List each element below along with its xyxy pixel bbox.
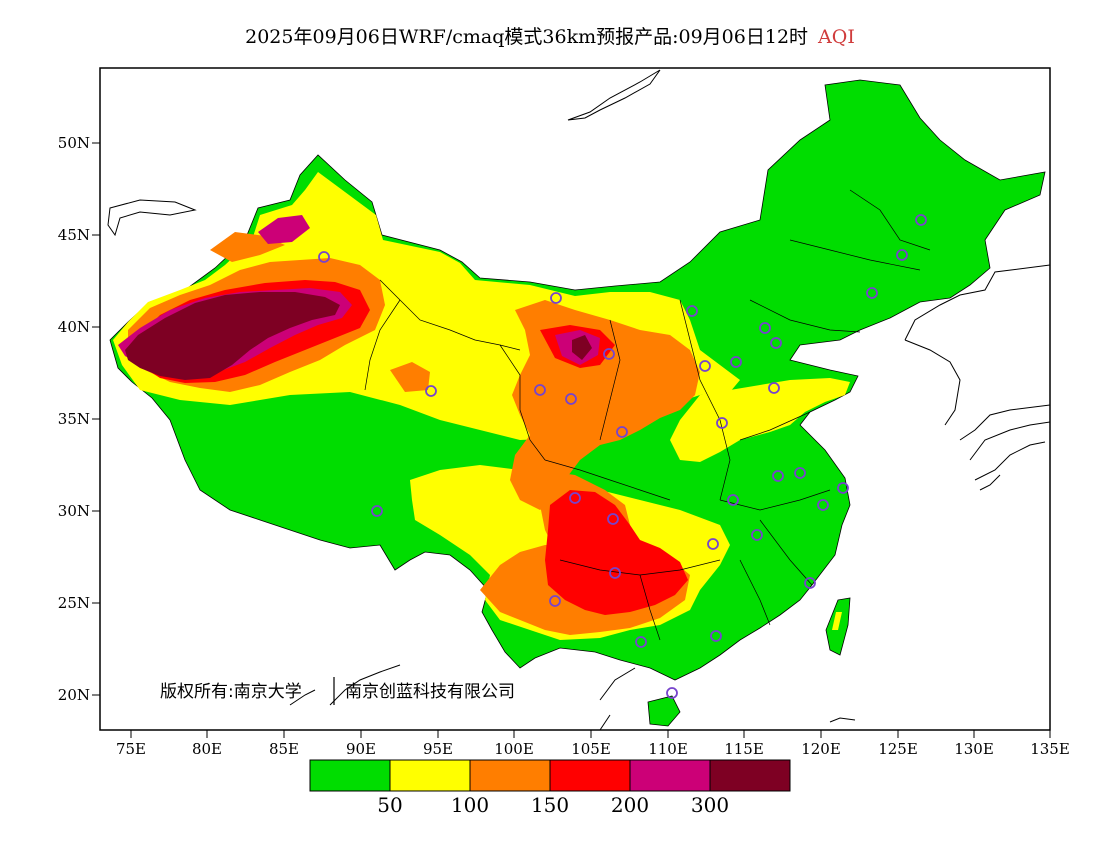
legend-label-150: 150 bbox=[531, 793, 569, 817]
lon-label-105e: 105E bbox=[571, 740, 611, 758]
lon-label-80e: 80E bbox=[192, 740, 222, 758]
lon-label-100e: 100E bbox=[494, 740, 534, 758]
lon-label-130e: 130E bbox=[954, 740, 994, 758]
lat-label-25n: 25N bbox=[58, 594, 90, 612]
map-frame bbox=[99, 67, 1051, 731]
legend-swatch-2 bbox=[469, 759, 551, 792]
lon-label-120e: 120E bbox=[801, 740, 841, 758]
legend-label-100: 100 bbox=[451, 793, 489, 817]
lon-label-90e: 90E bbox=[346, 740, 376, 758]
neighbour-outlines bbox=[107, 69, 1050, 730]
region-very-unhealthy-tianshan bbox=[258, 215, 310, 244]
map-title-text: 2025年09月06日WRF/cmaq模式36km预报产品:09月06日12时 bbox=[245, 26, 809, 48]
city-markers bbox=[318, 214, 927, 699]
lat-label-50n: 50N bbox=[58, 134, 90, 152]
map-title: 2025年09月06日WRF/cmaq模式36km预报产品:09月06日12时 A… bbox=[0, 22, 1100, 49]
lon-label-135e: 135E bbox=[1030, 740, 1070, 758]
lat-label-45n: 45N bbox=[58, 226, 90, 244]
lon-axis bbox=[130, 730, 1051, 738]
legend-swatch-3 bbox=[549, 759, 631, 792]
province-boundaries bbox=[364, 189, 931, 641]
region-unhealthy-south bbox=[545, 490, 688, 615]
legend-swatch-1 bbox=[389, 759, 471, 792]
hainan bbox=[647, 695, 681, 727]
lon-label-85e: 85E bbox=[269, 740, 299, 758]
lat-label-30n: 30N bbox=[58, 502, 90, 520]
legend-swatch-4 bbox=[629, 759, 711, 792]
legend-label-200: 200 bbox=[611, 793, 649, 817]
map-area: 版权所有:南京大学 南京创蓝科技有限公司 bbox=[107, 69, 1050, 730]
region-hazardous-north bbox=[572, 335, 592, 360]
lat-label-40n: 40N bbox=[58, 318, 90, 336]
copyright-text-2: 南京创蓝科技有限公司 bbox=[345, 682, 515, 702]
lon-label-95e: 95E bbox=[423, 740, 453, 758]
lat-axis bbox=[92, 142, 100, 696]
lat-label-20n: 20N bbox=[58, 686, 90, 704]
taiwan-moderate bbox=[832, 612, 842, 630]
legend-label-50: 50 bbox=[377, 793, 402, 817]
legend-label-300: 300 bbox=[691, 793, 729, 817]
lon-label-110e: 110E bbox=[648, 740, 688, 758]
lon-label-115e: 115E bbox=[724, 740, 764, 758]
legend-swatch-5 bbox=[709, 759, 791, 792]
lon-label-75e: 75E bbox=[116, 740, 146, 758]
legend-swatch-0 bbox=[309, 759, 391, 792]
variable-label: AQI bbox=[818, 26, 855, 48]
copyright-text-1: 版权所有:南京大学 bbox=[160, 682, 302, 702]
aqi-legend: 50 100 150 200 300 bbox=[309, 759, 791, 817]
region-moderate-east bbox=[670, 378, 850, 462]
lat-label-35n: 35N bbox=[58, 410, 90, 428]
lon-label-125e: 125E bbox=[878, 740, 918, 758]
region-hazardous bbox=[125, 292, 340, 380]
region-usg-patch1 bbox=[390, 362, 430, 392]
